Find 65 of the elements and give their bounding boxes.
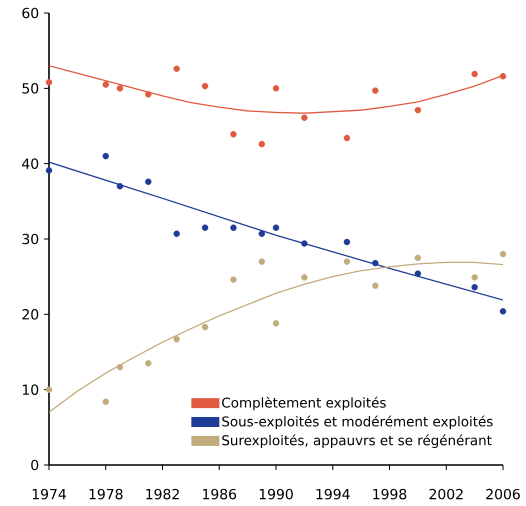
- x-tick-label: 2006: [486, 488, 520, 500]
- point: [500, 73, 506, 80]
- point: [301, 274, 308, 281]
- point: [230, 224, 237, 231]
- point: [344, 238, 350, 246]
- point: [202, 324, 208, 330]
- point: [116, 85, 124, 92]
- point: [372, 87, 379, 94]
- point: [471, 274, 478, 281]
- point: [258, 230, 266, 237]
- x-tick-label: 1978: [90, 488, 123, 500]
- point: [258, 140, 266, 148]
- point: [272, 320, 280, 327]
- y-tick-label: 50: [22, 83, 38, 94]
- line-series: [49, 162, 504, 301]
- point: [344, 258, 350, 265]
- point: [145, 178, 152, 185]
- point: [173, 66, 180, 72]
- x-tick-label: 1986: [203, 488, 236, 500]
- point: [173, 336, 180, 342]
- point: [272, 224, 280, 231]
- legend-label: Sous-exploités et modérément exploités: [222, 416, 493, 430]
- point: [145, 360, 152, 366]
- point: [102, 398, 109, 405]
- point: [372, 260, 379, 266]
- point: [272, 85, 280, 92]
- y-tick-label: 30: [22, 234, 38, 244]
- point: [230, 131, 237, 138]
- x-tick-label: 1974: [32, 488, 66, 500]
- point: [414, 270, 422, 277]
- y-tick-label: 40: [22, 158, 38, 169]
- point: [471, 70, 478, 78]
- point: [116, 183, 124, 190]
- point: [471, 284, 478, 290]
- x-tick-label: 1990: [260, 488, 293, 500]
- point: [301, 114, 308, 121]
- point: [145, 91, 152, 98]
- y-tick-label: 60: [22, 8, 38, 18]
- point: [116, 364, 124, 370]
- point: [102, 152, 109, 160]
- x-tick-label: 2002: [430, 488, 463, 500]
- point: [414, 106, 422, 114]
- point: [500, 250, 506, 258]
- point: [46, 79, 52, 86]
- point: [344, 134, 350, 142]
- x-tick-label: 1982: [146, 488, 179, 500]
- point: [500, 308, 506, 315]
- point: [414, 254, 422, 262]
- y-tick-label: 20: [22, 309, 38, 320]
- y-tick-label: 0: [31, 460, 38, 470]
- legend-label: Complètement exploités: [222, 396, 386, 410]
- point: [46, 167, 52, 174]
- legend-label: Surexploités, appauvrs et se régénérant: [222, 434, 492, 448]
- point: [202, 224, 208, 231]
- point: [102, 81, 109, 88]
- point: [301, 240, 308, 247]
- point: [173, 230, 180, 237]
- point: [46, 386, 52, 393]
- y-tick-label: 10: [22, 384, 38, 395]
- x-tick-label: 1998: [373, 488, 406, 500]
- x-tick-label: 1994: [316, 488, 350, 500]
- point: [202, 82, 208, 90]
- point: [258, 258, 266, 265]
- point: [230, 276, 237, 283]
- point: [372, 282, 379, 289]
